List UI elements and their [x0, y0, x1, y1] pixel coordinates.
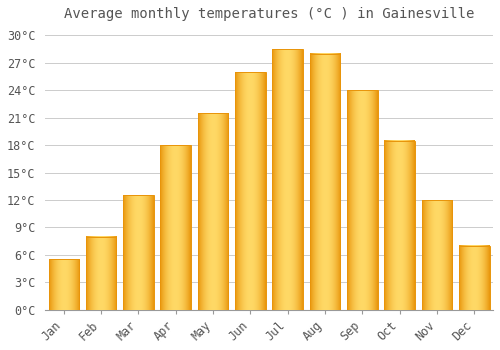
Bar: [384, 141, 415, 310]
Bar: [123, 195, 154, 310]
Bar: [272, 49, 303, 310]
Bar: [198, 113, 228, 310]
Bar: [459, 246, 490, 310]
Bar: [86, 237, 117, 310]
Bar: [310, 54, 340, 310]
Bar: [422, 200, 452, 310]
Bar: [160, 145, 191, 310]
Bar: [198, 113, 228, 310]
Bar: [123, 195, 154, 310]
Bar: [235, 72, 266, 310]
Bar: [459, 246, 490, 310]
Bar: [422, 200, 452, 310]
Bar: [384, 141, 415, 310]
Title: Average monthly temperatures (°C ) in Gainesville: Average monthly temperatures (°C ) in Ga…: [64, 7, 474, 21]
Bar: [272, 49, 303, 310]
Bar: [48, 259, 79, 310]
Bar: [48, 259, 79, 310]
Bar: [347, 90, 378, 310]
Bar: [235, 72, 266, 310]
Bar: [347, 90, 378, 310]
Bar: [310, 54, 340, 310]
Bar: [160, 145, 191, 310]
Bar: [86, 237, 117, 310]
